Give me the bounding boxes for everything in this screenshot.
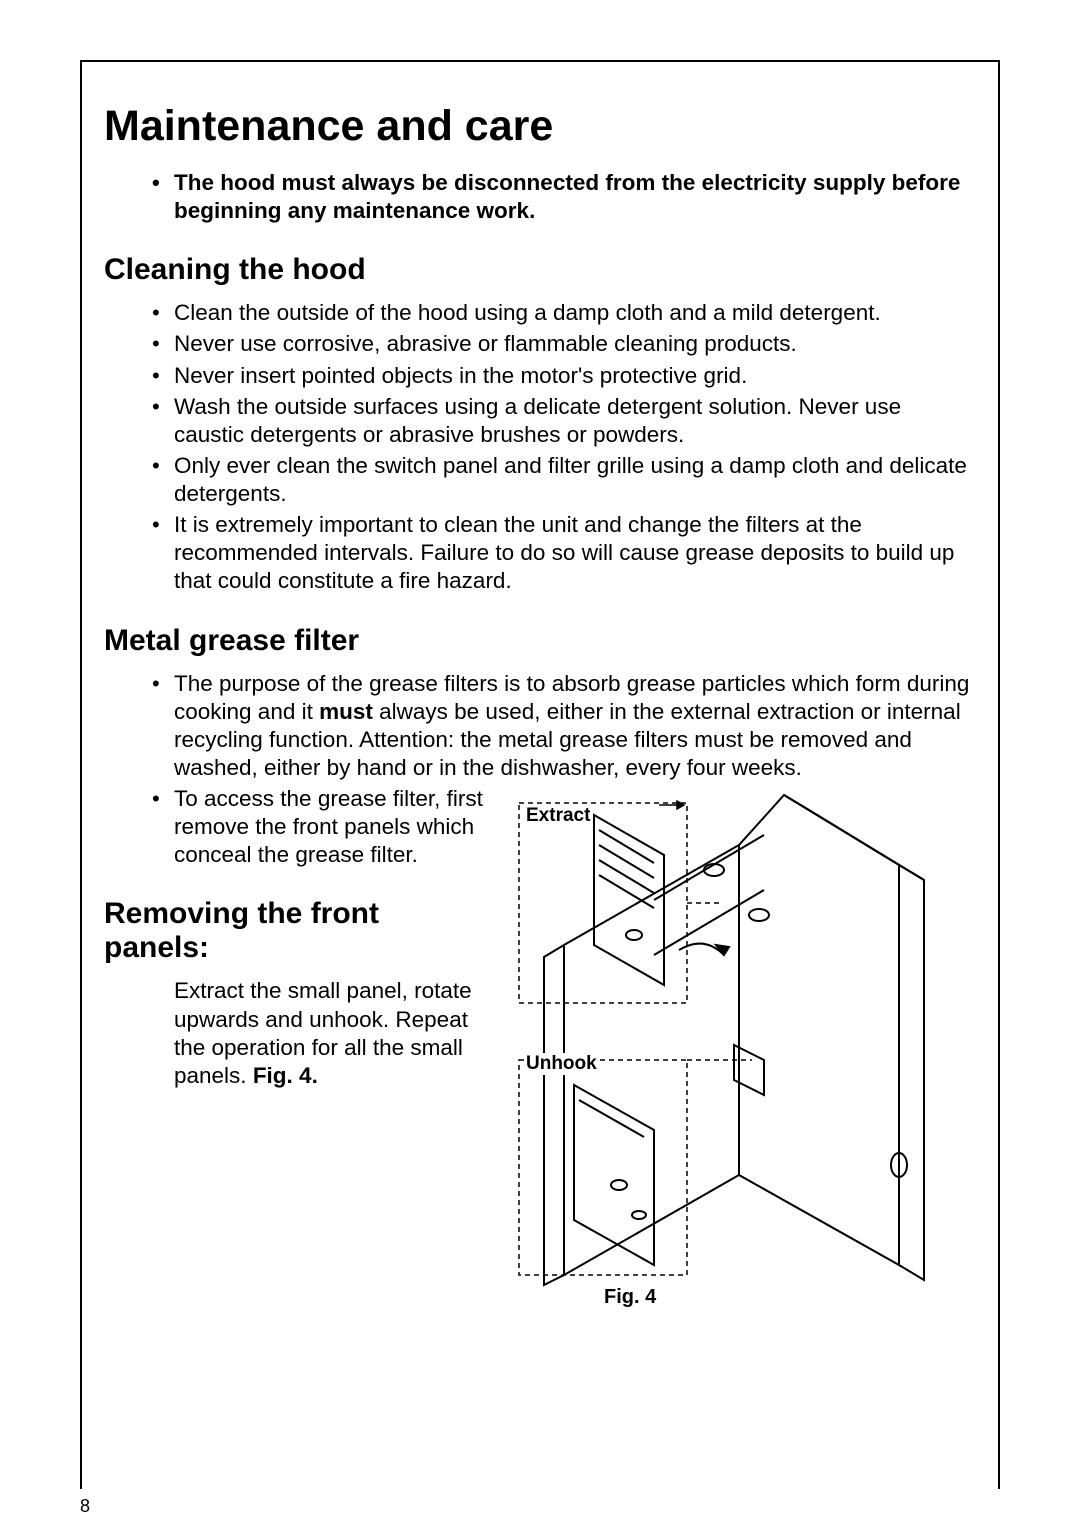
removing-fig-ref: Fig. 4. — [253, 1063, 318, 1088]
cleaning-bullet: Wash the outside surfaces using a delica… — [152, 393, 970, 449]
heading-metal-filter: Metal grease filter — [104, 624, 970, 658]
metal-bullet-1-bold: must — [319, 699, 373, 724]
left-column: To access the grease filter, first remov… — [104, 785, 484, 1090]
metal-list: The purpose of the grease filters is to … — [104, 670, 970, 783]
figure-caption: Fig. 4 — [604, 1286, 656, 1309]
metal-list-2: To access the grease filter, first remov… — [104, 785, 484, 869]
metal-bullet-1: The purpose of the grease filters is to … — [152, 670, 970, 783]
metal-bullet-2: To access the grease filter, first remov… — [152, 785, 484, 869]
cleaning-bullet: Never insert pointed objects in the moto… — [152, 362, 970, 390]
figure-label-unhook: Unhook — [526, 1053, 597, 1075]
removing-paragraph: Extract the small panel, rotate upwards … — [104, 977, 484, 1090]
page-number: 8 — [80, 1496, 90, 1517]
page-title: Maintenance and care — [104, 102, 970, 151]
figure-4-svg — [504, 785, 934, 1305]
cleaning-bullet: Never use corrosive, abrasive or flammab… — [152, 330, 970, 358]
heading-cleaning: Cleaning the hood — [104, 253, 970, 287]
right-column: Extract Unhook Fig. 4 — [504, 785, 970, 1305]
cleaning-bullet: It is extremely important to clean the u… — [152, 511, 970, 595]
page: Maintenance and care The hood must alway… — [0, 0, 1080, 1529]
intro-list: The hood must always be disconnected fro… — [104, 169, 970, 225]
cleaning-bullet: Clean the outside of the hood using a da… — [152, 299, 970, 327]
removing-text: Extract the small panel, rotate upwards … — [174, 978, 472, 1087]
two-column-region: To access the grease filter, first remov… — [104, 785, 970, 1305]
figure-4: Extract Unhook Fig. 4 — [504, 785, 934, 1305]
cleaning-list: Clean the outside of the hood using a da… — [104, 299, 970, 595]
cleaning-bullet: Only ever clean the switch panel and fil… — [152, 452, 970, 508]
intro-bullet: The hood must always be disconnected fro… — [152, 169, 970, 225]
heading-removing-panels: Removing the front panels: — [104, 897, 484, 965]
figure-label-extract: Extract — [526, 805, 590, 827]
content-frame: Maintenance and care The hood must alway… — [80, 60, 1000, 1489]
